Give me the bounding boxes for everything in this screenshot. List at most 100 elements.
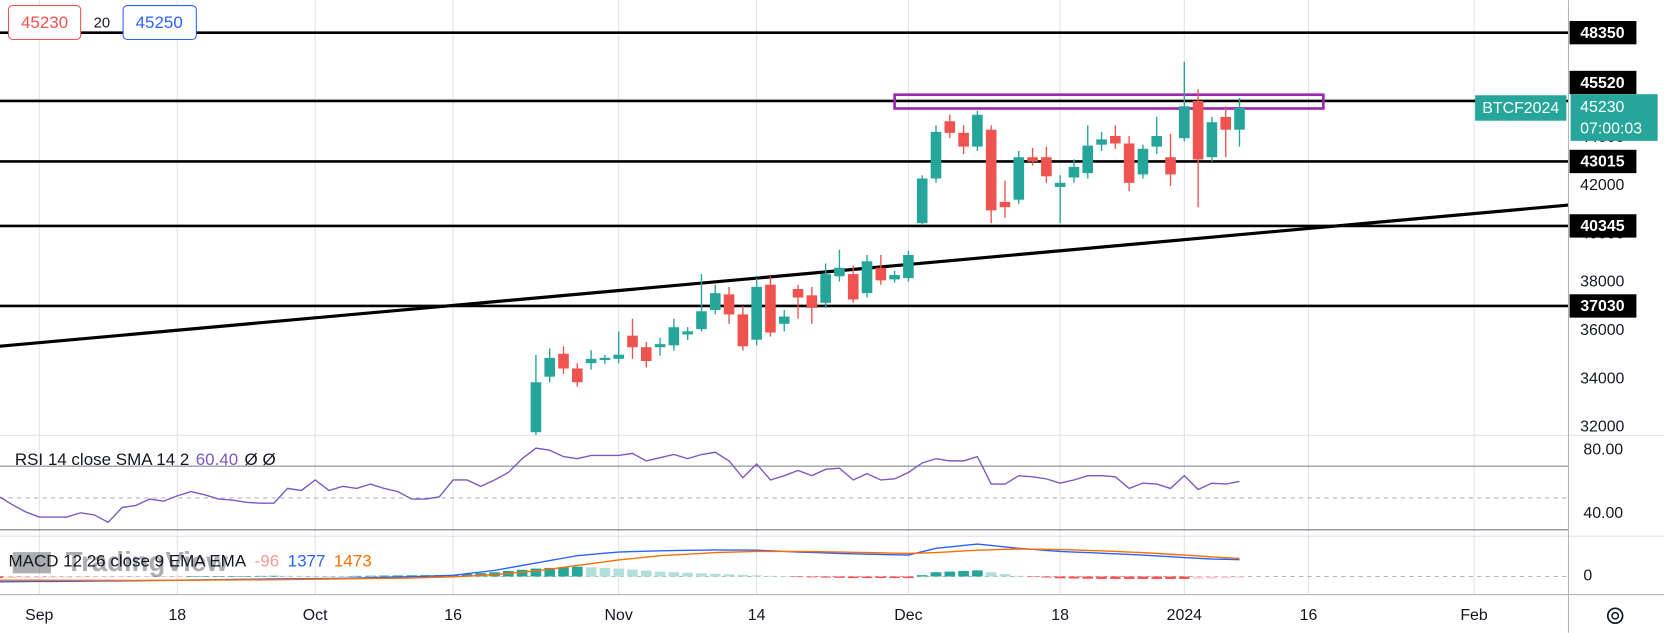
histogram-bar [282,575,293,577]
histogram-bar [378,575,390,577]
histogram-bar [944,571,956,577]
settings-dot[interactable] [1611,611,1620,620]
candle-body [1041,157,1052,177]
price-badge [1570,94,1658,141]
candle-body [654,344,666,348]
histogram-bar [392,575,404,577]
histogram-bar [709,573,721,577]
toolbar[interactable]: 45230 20 45250 [7,5,197,41]
macd-value: 1473 [334,552,372,571]
histogram-bar [806,576,818,578]
price-pane [0,31,1569,436]
histogram-bar [75,576,86,578]
histogram-bar [1110,576,1121,579]
sell-price: 45230 [21,13,68,32]
candle-body [889,275,900,280]
histogram-bar [296,575,307,577]
histogram-bar [903,576,914,579]
rsi-line [0,447,1240,524]
histogram-bar [47,576,59,578]
rsi-title: RSI 14 close SMA 14 2 60.40 Ø Ø [15,450,276,469]
candle-body [1096,139,1107,145]
candle-body [834,267,845,277]
symbol-label: BTCF2024 [1482,100,1559,117]
histogram-bar [627,569,638,577]
histogram-bar [544,567,556,577]
axes: Sep 18 Oct 16 Nov 14 Dec 18 2024 16 Feb 32000 34000 3… [25,20,1658,624]
settings-ring[interactable] [1606,607,1624,625]
candle-body [792,289,804,298]
sell-button[interactable] [7,5,82,41]
candle-body [1220,116,1232,130]
rsi-last-label: 60.40 [196,450,238,469]
histogram-bar [765,575,776,577]
level-label: 48350 [1580,25,1624,42]
candle-body [544,357,556,377]
histogram-bar [461,574,473,577]
histogram-bar [158,576,169,578]
histogram-bar [834,576,845,578]
histogram-bar [530,568,542,577]
histogram-bar [1234,576,1245,578]
candle-body [916,178,928,224]
x-tick-label: 16 [444,607,462,624]
histogram-bar [1123,576,1135,579]
histogram-bar [751,575,762,577]
candle-body [1137,148,1149,175]
candle-body [668,327,680,346]
candle-body [627,335,638,348]
level-badge [1569,214,1637,238]
histogram-bar [6,576,17,578]
histogram-bar [682,572,693,577]
macd-value: 1377 [288,552,326,571]
histogram-bar [102,576,114,578]
macd-title: MACD 12 26 close 9 EMA EMA -96 1377 1473 [8,552,371,571]
candle-body [806,295,818,308]
histogram-bar [999,574,1011,577]
x-tick-label: 14 [748,607,766,624]
histogram-bar [516,569,528,577]
histogram-bar [889,576,900,579]
histogram-bar [1054,576,1066,579]
histogram-bar [1096,576,1107,579]
histogram-bar [0,576,4,579]
histogram-bar [558,567,569,577]
buy-price: 45250 [136,13,183,32]
rsi-extra: Ø Ø [245,450,276,469]
histogram-bar [185,576,197,577]
histogram-bar [89,576,100,578]
indicator-panes: RSI 14 close SMA 14 2 60.40 Ø Ø TradingView… [0,447,1569,583]
histogram-bar [861,576,873,579]
y-tick-label: 32000 [1580,419,1624,436]
buy-button[interactable] [122,5,197,41]
histogram-bar [406,575,418,577]
level-label: 40345 [1580,218,1624,235]
rsi-title: RSI 14 close SMA 14 2 [15,450,190,469]
candle-body [861,261,873,294]
histogram-bar [20,576,31,578]
candle-body [572,368,583,383]
candle-body [1082,145,1094,174]
histogram-bar [654,571,666,577]
histogram-bar [323,575,335,577]
histogram-bar [1027,576,1038,578]
histogram-bar [1013,575,1025,577]
histogram-bar [1151,576,1163,579]
zone [893,93,1325,110]
candle-body [1179,106,1190,139]
x-tick-label: 18 [1051,607,1069,624]
settings-icon[interactable] [1606,607,1624,625]
histogram-bar [792,576,804,578]
histogram-bar [199,576,211,577]
candle-body [1068,166,1080,178]
x-tick-label: Dec [894,607,922,624]
candle-body [958,132,969,147]
candle-body [613,354,624,359]
macd-value: -96 [255,552,280,571]
histogram-bar [847,576,859,579]
histogram-bar [309,575,321,577]
y-tick-label: 38000 [1580,274,1624,291]
histogram-bar [985,572,997,577]
macd-name: MACD 12 26 close 9 EMA EMA [8,552,246,571]
